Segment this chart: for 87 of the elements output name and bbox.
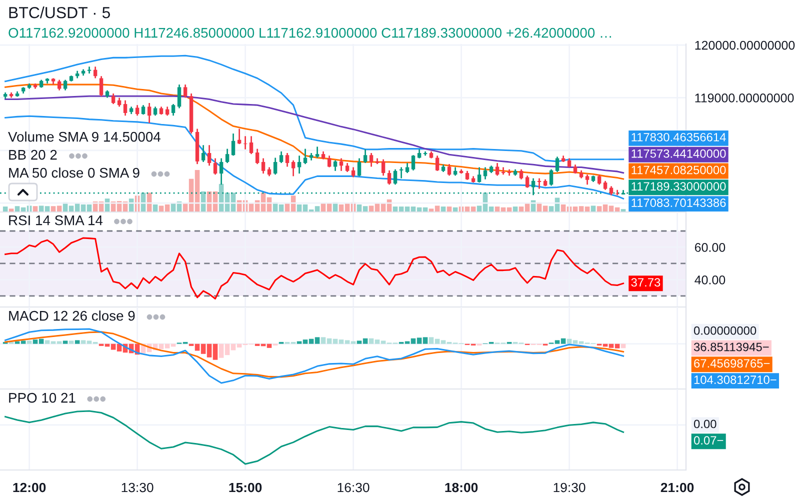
candlestick (525, 174, 530, 188)
text: 104.30812710− (694, 376, 776, 384)
candlestick (387, 170, 392, 186)
ref-line-label: 0.00 (694, 420, 716, 428)
data-label: 117457.08250000 (632, 166, 726, 174)
candlestick (249, 135, 254, 155)
candlestick (147, 102, 152, 124)
candlestick (519, 168, 524, 180)
ref-line-label: 117189.33000000 (632, 182, 726, 191)
candlestick (207, 144, 212, 166)
y-tick-label: 40.00 (694, 276, 726, 284)
bar (74, 340, 80, 344)
candlestick (183, 84, 188, 98)
chart-title: BTC/USDT · 5 (9, 6, 110, 18)
ref-line-label: 0.00000000 (694, 326, 756, 335)
line-series (4, 237, 624, 300)
x-tick-label: 21:00 (660, 482, 694, 492)
candlestick (285, 152, 290, 168)
data-label: 117573.44140000 (632, 149, 726, 158)
candlestick (369, 152, 374, 168)
text: MACD 12 26 close 9 (9, 310, 135, 321)
text: 36.85113945− (694, 342, 769, 352)
candlestick (435, 154, 440, 172)
candlestick (339, 158, 344, 172)
candlestick (297, 154, 302, 174)
candlestick (555, 156, 560, 173)
candlestick (231, 132, 236, 156)
candlestick (357, 158, 362, 177)
x-tick-label: 19:30 (554, 482, 586, 492)
candlestick (303, 148, 308, 165)
annotation: BB 20 2 (9, 150, 57, 160)
candlestick (597, 174, 602, 186)
candlestick (393, 168, 398, 186)
annotation: RSI 14 SMA 14 (9, 215, 103, 226)
bar (26, 340, 32, 344)
candlestick (99, 75, 104, 97)
bar (590, 206, 596, 212)
y-tick-label: 60.00 (694, 243, 726, 252)
candlestick (363, 148, 368, 164)
line-series (4, 115, 624, 200)
x-tick-label: 12:00 (13, 482, 46, 492)
x-tick-label: 15:00 (229, 482, 262, 492)
x-tick-label: 18:00 (445, 482, 478, 492)
candlestick (483, 166, 488, 180)
candlestick (111, 92, 116, 105)
annotation: MA 50 close 0 SMA 9 (9, 168, 140, 178)
y-tick-label: 120000.00000000 (695, 40, 795, 50)
text: 67.45698765− (694, 359, 770, 368)
candlestick (351, 166, 356, 178)
x-tick-label: 16:30 (338, 482, 370, 492)
candlestick (405, 162, 410, 174)
candlestick (123, 100, 128, 116)
candlestick (549, 168, 554, 186)
data-label: 37.73 (631, 278, 660, 287)
text: PPO 10 21 (9, 392, 76, 403)
data-label: 117083.70143386 (632, 198, 726, 208)
candlestick (585, 174, 590, 186)
candlestick (63, 79, 68, 92)
candlestick (477, 166, 482, 184)
candlestick (213, 158, 218, 176)
candlestick (411, 154, 416, 172)
candlestick (381, 158, 386, 176)
candlestick (135, 104, 140, 116)
candlestick (447, 163, 452, 176)
chart-subtitle: O117162.92000000 H117246.85000000 L117162.91000000 C117189.33000000 +26.42000000 … (8, 28, 611, 38)
x-tick-label: 13:30 (122, 482, 154, 492)
bar (62, 340, 68, 344)
candlestick (57, 79, 62, 92)
candlestick (279, 150, 284, 164)
data-label: 117830.46356614 (632, 132, 726, 142)
candlestick (291, 160, 296, 177)
candlestick (261, 158, 266, 174)
candlestick (141, 104, 146, 116)
candlestick (327, 154, 332, 168)
annotation: Volume SMA 9 14.50004 (8, 132, 160, 142)
candlestick (225, 148, 230, 164)
candlestick (201, 144, 206, 163)
candlestick (255, 148, 260, 165)
candlestick (495, 162, 500, 176)
candlestick (273, 157, 278, 176)
y-tick-label: 119000.00000000 (695, 94, 794, 102)
candlestick (171, 103, 176, 116)
candlestick (177, 84, 182, 109)
candlestick (333, 160, 338, 172)
bar (68, 340, 74, 344)
text: 0.07− (694, 436, 724, 445)
candlestick (315, 146, 320, 158)
